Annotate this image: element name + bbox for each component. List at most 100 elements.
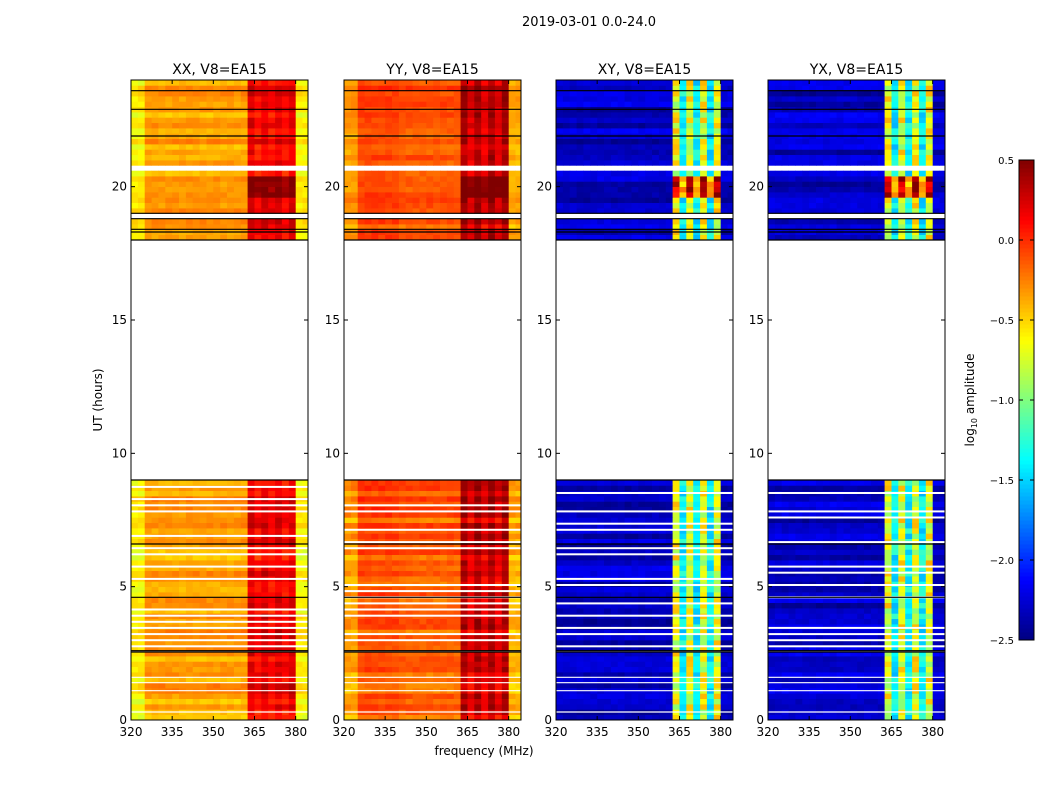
heatmap-cell (631, 640, 639, 646)
heatmap-cell (240, 128, 249, 134)
heatmap-cell (419, 597, 427, 603)
heatmap-cell (350, 192, 359, 198)
heatmap-cell (137, 192, 146, 198)
heatmap-cell (453, 144, 462, 150)
heatmap-cell (220, 512, 228, 518)
heatmap-cell (446, 698, 455, 705)
heatmap-cell (508, 202, 516, 209)
heatmap-cell (706, 501, 715, 507)
heatmap-cell (233, 224, 242, 230)
heatmap-cell (672, 624, 680, 630)
heatmap-cell (426, 112, 434, 118)
x-tick-label: 350 (415, 725, 438, 739)
heatmap-cell (645, 652, 653, 657)
heatmap-cell (371, 218, 379, 225)
heatmap-cell (398, 677, 407, 683)
heatmap-cell (288, 652, 297, 657)
heatmap-cell (515, 112, 522, 118)
heatmap-cell (474, 570, 482, 577)
heatmap-cell (192, 714, 200, 721)
heatmap-cell (398, 554, 407, 561)
heatmap-cell (583, 652, 591, 657)
heatmap-cell (562, 714, 571, 721)
heatmap-cell (357, 656, 365, 662)
heatmap-cell (254, 586, 262, 593)
heatmap-cell (392, 565, 400, 571)
heatmap-cell (467, 608, 475, 614)
heatmap-cell (227, 693, 235, 699)
heatmap-cell (213, 85, 221, 91)
heatmap-cell (378, 576, 386, 582)
heatmap-cell (700, 549, 708, 555)
heatmap-cell (199, 480, 207, 486)
heatmap-cell (433, 101, 441, 107)
heatmap-cell (302, 704, 309, 710)
heatmap-cell (137, 117, 146, 123)
heatmap-cell (206, 490, 214, 497)
heatmap-cell (247, 218, 255, 225)
heatmap-cell (515, 90, 522, 97)
heatmap-cell (268, 538, 276, 545)
heatmap-cell (556, 677, 564, 683)
heatmap-cell (713, 661, 722, 667)
heatmap-cell (206, 544, 214, 550)
heatmap-cell (131, 117, 139, 123)
heatmap-cell (240, 490, 249, 497)
heatmap-cell (137, 624, 146, 630)
heatmap-cell (562, 666, 571, 673)
heatmap-cell (576, 629, 584, 635)
heatmap-cell (405, 149, 413, 155)
heatmap-cell (446, 652, 455, 657)
heatmap-cell (172, 101, 180, 107)
heatmap-cell (460, 618, 468, 625)
heatmap-cell (610, 714, 619, 721)
heatmap-cell (446, 506, 455, 513)
heatmap-cell (610, 517, 619, 523)
heatmap-cell (295, 592, 303, 598)
heatmap-cell (137, 176, 146, 182)
heatmap-cell (583, 501, 591, 507)
heatmap-cell (165, 138, 173, 145)
heatmap-cell (275, 704, 283, 710)
heatmap-cell (302, 522, 309, 529)
heatmap-cell (158, 480, 166, 486)
heatmap-cell (412, 85, 420, 91)
heatmap-cell (440, 560, 448, 566)
heatmap-cell (233, 176, 242, 182)
heatmap-cell (385, 677, 393, 683)
heatmap-cell (617, 666, 625, 673)
heatmap-cell (344, 170, 352, 177)
heatmap-cell (227, 666, 235, 673)
heatmap-cell (467, 218, 475, 225)
heatmap-cell (624, 677, 632, 683)
heatmap-cell (378, 85, 386, 91)
heatmap-cell (693, 554, 701, 561)
heatmap-cell (569, 666, 577, 673)
heatmap-cell (446, 490, 455, 497)
heatmap-cell (672, 522, 680, 529)
heatmap-cell (233, 85, 242, 91)
heatmap-cell (412, 597, 420, 603)
heatmap-cell (433, 144, 441, 150)
heatmap-cell (364, 528, 372, 534)
heatmap-cell (275, 624, 283, 630)
heatmap-cell (419, 170, 427, 177)
heatmap-cell (172, 565, 180, 571)
heatmap-cell (281, 608, 290, 614)
heatmap-cell (405, 128, 413, 134)
heatmap-cell (213, 490, 221, 497)
heatmap-cell (597, 677, 605, 683)
heatmap-cell (144, 586, 152, 593)
heatmap-cell (658, 672, 667, 678)
heatmap-cell (590, 714, 598, 721)
heatmap-cell (295, 208, 303, 214)
heatmap-cell (488, 170, 496, 177)
heatmap-cell (364, 176, 372, 182)
heatmap-cell (165, 490, 173, 497)
heatmap-cell (508, 522, 516, 529)
y-tick-label: 15 (112, 313, 127, 327)
heatmap-cell (144, 656, 152, 662)
heatmap-cell (364, 144, 372, 150)
heatmap-cell (398, 512, 407, 518)
heatmap-cell (357, 640, 365, 646)
